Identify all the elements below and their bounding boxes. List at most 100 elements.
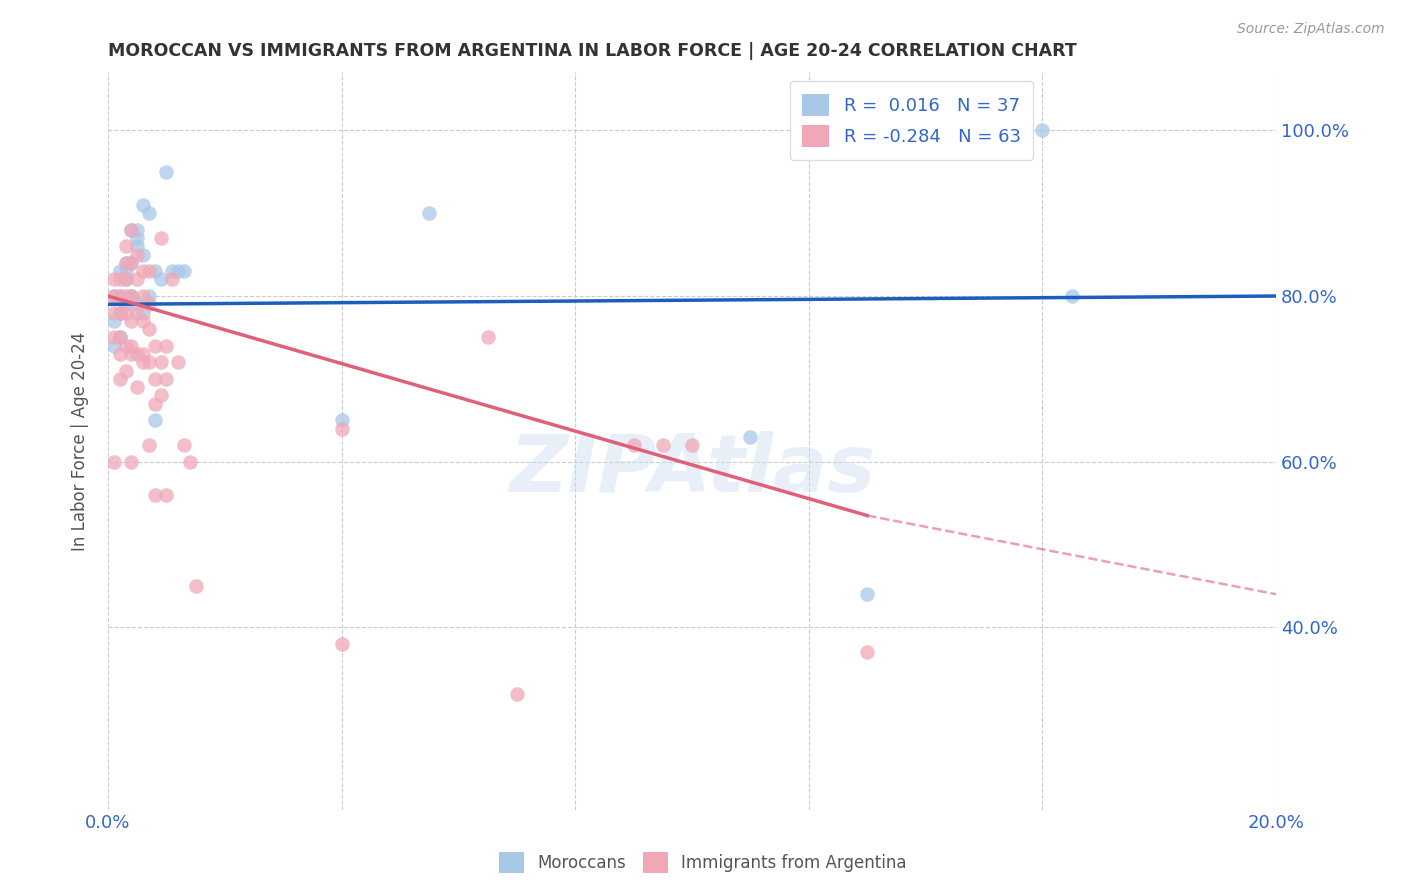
Point [120,256,142,270]
Point [108,330,131,344]
Point [155,339,177,353]
Point [173,264,195,278]
Point [127,223,149,237]
Point [149,388,172,402]
Point [681,438,703,452]
Point [143,488,166,502]
Point [477,330,499,344]
Point [149,231,172,245]
Point [138,206,160,220]
Point [103,455,125,469]
Point [103,289,125,303]
Point [506,687,529,701]
Point [173,438,195,452]
Point [127,305,149,319]
Point [114,256,136,270]
Point [138,438,160,452]
Point [108,330,131,344]
Point [330,413,353,427]
Point [120,339,142,353]
Point [108,347,131,361]
Point [120,223,142,237]
Point [155,165,177,179]
Point [114,272,136,286]
Point [120,314,142,328]
Point [108,305,131,319]
Point [155,488,177,502]
Point [108,289,131,303]
Point [108,272,131,286]
Point [108,372,131,386]
Point [651,438,673,452]
Point [160,264,183,278]
Point [127,297,149,311]
Point [103,289,125,303]
Point [127,247,149,261]
Point [114,264,136,278]
Point [160,272,183,286]
Point [108,305,131,319]
Point [418,206,440,220]
Point [138,264,160,278]
Point [132,305,155,319]
Point [1031,123,1053,137]
Point [330,421,353,435]
Point [114,339,136,353]
Point [1060,289,1083,303]
Point [114,239,136,253]
Point [856,587,879,601]
Point [132,355,155,369]
Point [179,455,201,469]
Point [132,289,155,303]
Point [132,198,155,212]
Point [127,231,149,245]
Point [143,397,166,411]
Point [132,314,155,328]
Point [155,372,177,386]
Point [114,297,136,311]
Y-axis label: In Labor Force | Age 20-24: In Labor Force | Age 20-24 [72,331,89,550]
Point [103,314,125,328]
Legend: R =  0.016   N = 37, R = -0.284   N = 63: R = 0.016 N = 37, R = -0.284 N = 63 [790,81,1033,160]
Point [138,297,160,311]
Point [138,322,160,336]
Point [120,256,142,270]
Legend: Moroccans, Immigrants from Argentina: Moroccans, Immigrants from Argentina [492,846,914,880]
Point [108,289,131,303]
Point [127,239,149,253]
Point [114,272,136,286]
Point [114,256,136,270]
Point [184,579,207,593]
Point [143,339,166,353]
Point [143,413,166,427]
Point [132,347,155,361]
Point [138,355,160,369]
Point [149,355,172,369]
Point [120,289,142,303]
Point [330,637,353,651]
Point [120,455,142,469]
Point [120,289,142,303]
Point [127,380,149,394]
Text: MOROCCAN VS IMMIGRANTS FROM ARGENTINA IN LABOR FORCE | AGE 20-24 CORRELATION CHA: MOROCCAN VS IMMIGRANTS FROM ARGENTINA IN… [108,42,1077,60]
Point [143,372,166,386]
Point [103,305,125,319]
Point [103,272,125,286]
Text: ZIPAtlas: ZIPAtlas [509,432,875,509]
Point [114,289,136,303]
Point [132,247,155,261]
Point [132,264,155,278]
Point [114,305,136,319]
Text: Source: ZipAtlas.com: Source: ZipAtlas.com [1237,22,1385,37]
Point [143,264,166,278]
Point [138,289,160,303]
Point [120,289,142,303]
Point [103,330,125,344]
Point [108,264,131,278]
Point [167,264,190,278]
Point [149,272,172,286]
Point [127,272,149,286]
Point [103,339,125,353]
Point [623,438,645,452]
Point [167,355,190,369]
